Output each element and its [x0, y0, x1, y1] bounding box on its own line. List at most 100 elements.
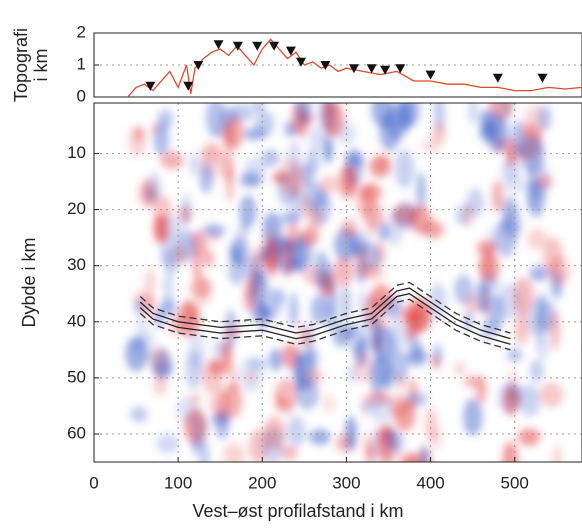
y-tick-label: 1: [77, 54, 86, 73]
wavefield-blob: [222, 442, 246, 462]
wavefield-blob: [530, 359, 544, 382]
wavefield-blob: [454, 362, 466, 375]
wavefield-blob: [513, 277, 535, 315]
wavefield-blob: [290, 187, 304, 219]
wavefield-blob: [537, 105, 552, 131]
wavefield-blob: [176, 396, 200, 425]
wavefield-blob: [400, 307, 422, 324]
wavefield-blob: [275, 393, 285, 412]
wavefield-blob: [314, 251, 330, 291]
wavefield-blob: [323, 103, 333, 118]
wavefield-blob: [366, 442, 375, 462]
wavefield-blob: [130, 339, 142, 352]
wavefield-blob: [128, 125, 147, 157]
station-marker: [537, 73, 548, 83]
y-tick-label: 30: [67, 255, 86, 274]
topography-line: [127, 38, 582, 97]
x-tick-label: 300: [332, 473, 360, 492]
wavefield-blob: [345, 415, 357, 450]
wavefield-blob: [393, 431, 404, 455]
wavefield-blob: [188, 331, 206, 371]
wavefield-blob: [239, 194, 257, 228]
wavefield-blob: [221, 339, 233, 375]
wavefield-blob: [309, 429, 331, 446]
wavefield-blob: [520, 135, 545, 174]
x-tick-label: 0: [89, 473, 98, 492]
station-marker: [380, 65, 391, 75]
wavefield-blob: [302, 331, 312, 347]
station-marker: [366, 64, 377, 74]
wavefield-blob: [198, 439, 210, 462]
wavefield-blob: [512, 120, 525, 157]
x-tick-label: 100: [164, 473, 192, 492]
wavefield-blob: [398, 103, 421, 127]
wavefield-blob: [433, 343, 442, 365]
wavefield-blob: [466, 188, 485, 217]
y-tick-label: 20: [67, 199, 86, 218]
wavefield-blob: [301, 226, 319, 247]
wavefield-blob: [207, 395, 220, 413]
wavefield-blob: [254, 111, 275, 136]
wavefield-blob: [239, 172, 262, 188]
wavefield-blob: [354, 351, 373, 384]
wavefield-blob: [463, 375, 481, 388]
wavefield-blob: [324, 138, 333, 164]
wavefield-blob: [138, 179, 158, 208]
wavefield-blob: [214, 388, 230, 421]
wavefield-blob: [284, 238, 293, 279]
plot-area: 0 1 2 Topografi i km 10 20 30 40 50 60 0 100 200 300 40…: [11, 22, 582, 521]
wavefield-blob: [501, 196, 518, 225]
wavefield-blob: [529, 265, 550, 282]
wavefield-blob: [154, 307, 165, 329]
wavefield-blob: [201, 145, 223, 164]
station-marker: [320, 61, 331, 70]
x-tick-label: 400: [416, 473, 444, 492]
wavefield-blob: [300, 163, 313, 187]
wavefield-blob: [536, 174, 553, 189]
wavefield-blob: [513, 311, 530, 345]
wavefield-blob: [422, 220, 444, 239]
wavefield-blob: [152, 214, 171, 243]
wavefield-blob: [390, 350, 409, 383]
y-tick-label: 0: [77, 86, 86, 105]
wavefield-blob: [229, 104, 254, 122]
station-marker: [395, 64, 406, 74]
wavefield-blob: [202, 224, 226, 237]
wavefield-blob: [406, 348, 428, 366]
wavefield-blob: [323, 394, 335, 413]
wavefield-blob: [421, 137, 443, 153]
wavefield-blob: [191, 415, 207, 445]
wavefield-blob: [526, 298, 547, 337]
wavefield-blob: [356, 289, 372, 316]
wavefield-blob: [433, 122, 446, 143]
y-tick-label: 60: [67, 423, 86, 442]
wavefield-blob: [174, 243, 187, 266]
wavefield-blob: [337, 164, 358, 200]
wavefield-blob: [355, 185, 377, 218]
wavefield-blob: [190, 277, 212, 299]
wavefield-blob: [150, 122, 160, 136]
wavefield-blob: [336, 120, 356, 146]
wavefield-blob: [355, 246, 370, 278]
x-axis-label: Vest–øst profilafstand i km: [192, 501, 403, 521]
wavefield-blob: [526, 228, 548, 250]
wavefield-blob: [286, 416, 306, 447]
station-marker: [295, 57, 306, 67]
wavefield-blob: [203, 250, 214, 268]
wavefield-blob: [311, 190, 332, 225]
wavefield-blob: [163, 271, 174, 301]
wavefield-blob: [237, 221, 251, 237]
wavefield-blob: [309, 125, 324, 151]
wavefield-blob: [372, 327, 395, 365]
y-tick-label: 2: [77, 22, 86, 41]
wavefield-blob: [503, 385, 520, 416]
wavefield-blob: [261, 244, 273, 262]
wavefield-blob: [287, 141, 302, 178]
wavefield-blob: [252, 103, 265, 113]
wavefield-blob: [370, 395, 395, 425]
y-tick-label: 50: [67, 367, 86, 386]
station-marker: [348, 64, 359, 74]
wavefield-blob: [491, 179, 504, 213]
wavefield-blob: [394, 149, 415, 189]
moho-line: [139, 293, 511, 345]
